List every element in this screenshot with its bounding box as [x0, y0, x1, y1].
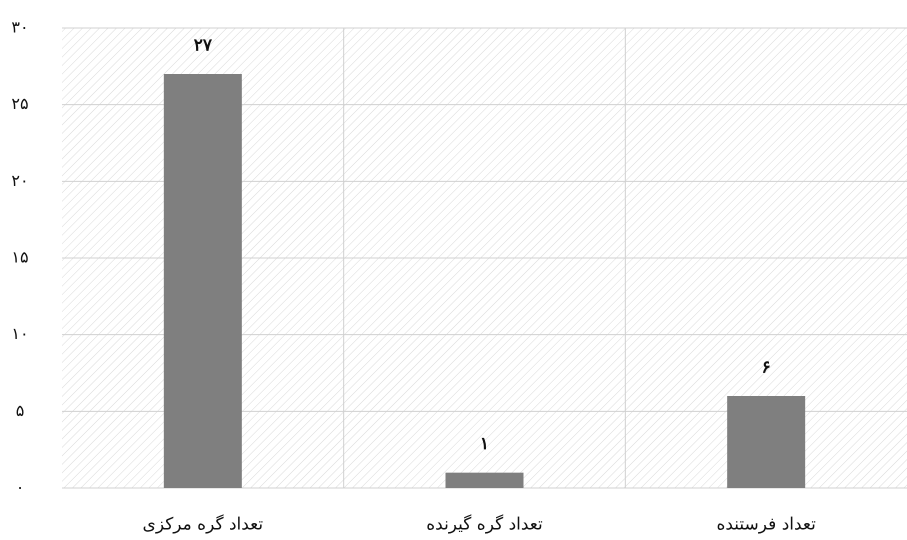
- x-tick-label: تعداد فرستنده: [716, 515, 816, 535]
- bar: [727, 396, 805, 488]
- bar: [164, 74, 242, 488]
- y-tick-label: ۵: [16, 401, 25, 420]
- y-tick-label: ۰: [16, 478, 25, 497]
- chart: ۰ ۵ ۱۰ ۱۵ ۲۰ ۲۵ ۳۰ ۲۷ تعداد گره مرکزی ۱ تعداد گره …: [0, 0, 907, 540]
- x-tick-label: تعداد گره گیرنده: [426, 514, 543, 535]
- value-label: ۱: [480, 434, 489, 454]
- bar: [446, 473, 524, 488]
- y-tick-label: ۲۵: [11, 94, 28, 113]
- y-tick-label: ۱۵: [11, 248, 28, 267]
- value-label: ۲۷: [194, 36, 213, 56]
- x-tick-label: تعداد گره مرکزی: [143, 514, 264, 535]
- y-tick-label: ۳۰: [11, 18, 28, 37]
- value-label: ۶: [762, 358, 771, 378]
- y-tick-label: ۱۰: [11, 324, 28, 343]
- y-tick-label: ۲۰: [11, 171, 28, 190]
